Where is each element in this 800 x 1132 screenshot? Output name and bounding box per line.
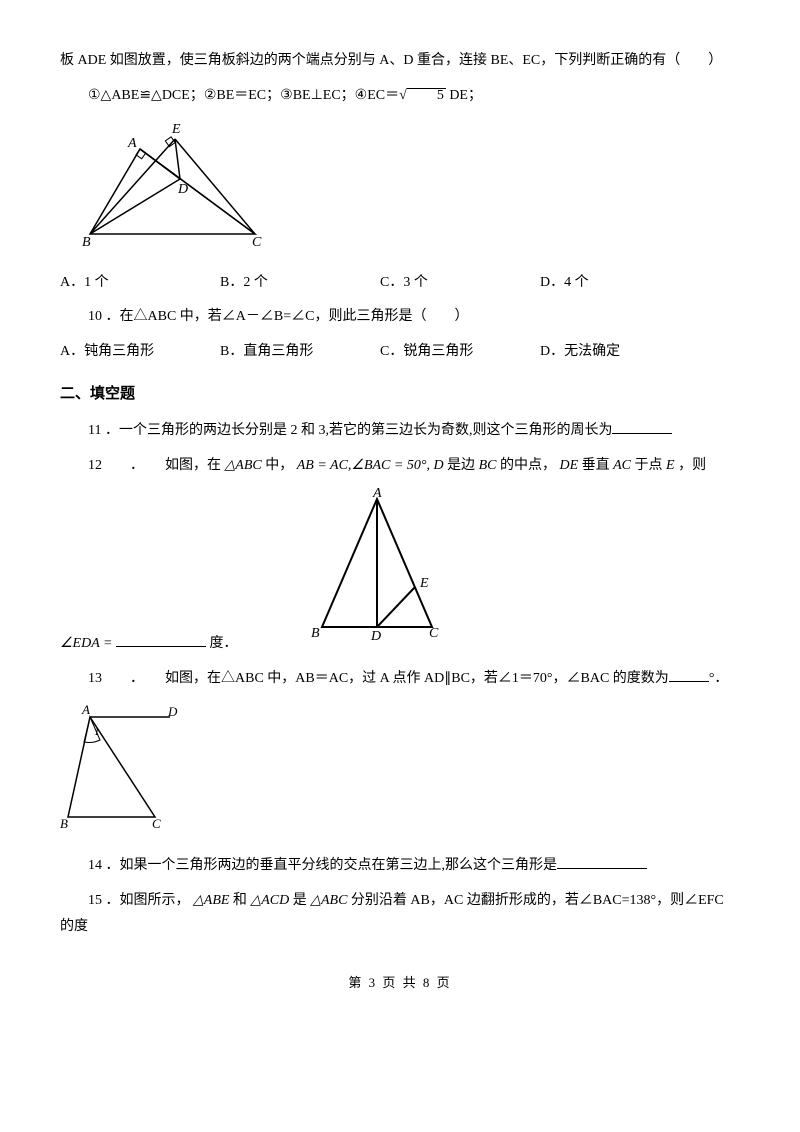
fig12-E: E: [419, 576, 429, 591]
q9-stmt-tail: DE；: [446, 88, 482, 103]
q14-text: 14 ．如果一个三角形两边的垂直平分线的交点在第三边上,那么这个三角形是: [88, 858, 557, 873]
q15-abe: △ABE: [193, 893, 229, 908]
q14: 14 ．如果一个三角形两边的垂直平分线的交点在第三边上,那么这个三角形是: [60, 853, 740, 880]
q9-lead: 板 ADE 如图放置，使三角板斜边的两个端点分别与 A、D 重合，连接 BE、E…: [60, 48, 740, 75]
q15-pre: 15 ．如图所示，: [88, 893, 190, 908]
fig9-label-B: B: [82, 235, 91, 249]
fig9-label-C: C: [252, 235, 262, 249]
q12-line1: 12 ． 如图，在 △ABC 中， AB = AC,∠BAC = 50°, D …: [60, 453, 740, 480]
q12-abc: △ABC: [225, 458, 262, 473]
q12-pre: 12 ． 如图，在: [88, 458, 221, 473]
q9-statements: ①△ABE≌△DCE；②BE＝EC；③BE⊥EC；④EC＝√5 DE；: [60, 83, 740, 110]
q10-text: 10 ．在△ABC 中，若∠A－∠B=∠C，则此三角形是（ ）: [60, 304, 740, 331]
fig12-A: A: [372, 487, 382, 501]
page-footer: 第 3 页 共 8 页: [60, 971, 740, 996]
q10-optB: B．直角三角形: [220, 339, 380, 366]
fig13-1: 1: [94, 726, 100, 738]
q12-eda: ∠EDA =: [60, 636, 112, 651]
fig12-B: B: [311, 626, 320, 641]
fig9-label-A: A: [127, 136, 137, 151]
fig13-D: D: [167, 704, 178, 719]
q12-blank: [116, 632, 206, 647]
q10-optC: C．锐角三角形: [380, 339, 540, 366]
q12-eda-wrap: ∠EDA = 度．: [60, 631, 237, 658]
q14-blank: [557, 854, 647, 869]
fig9-label-E: E: [171, 122, 181, 137]
q13-tail: °．: [709, 671, 729, 686]
q12-de: DE: [559, 458, 578, 473]
q9-optB: B．2 个: [220, 270, 380, 297]
q12-row: ∠EDA = 度． A B C D E: [60, 487, 740, 658]
q12-formula: AB = AC,∠BAC = 50°, D: [297, 458, 444, 473]
q13-figure: A D B C 1: [60, 702, 740, 843]
q13-text: 13 ． 如图，在△ABC 中，AB＝AC，过 A 点作 AD∥BC，若∠1＝7…: [88, 671, 669, 686]
q12-mid3: 的中点，: [500, 458, 556, 473]
q15-and: 和: [233, 893, 247, 908]
sqrt-5: 5: [407, 88, 446, 103]
q9-optC: C．3 个: [380, 270, 540, 297]
q9-stmt-text: ①△ABE≌△DCE；②BE＝EC；③BE⊥EC；④EC＝: [88, 88, 399, 103]
q9-optA: A．1 个: [60, 270, 220, 297]
q13-blank: [669, 667, 709, 682]
q11-blank: [612, 419, 672, 434]
fig12-D: D: [370, 629, 381, 644]
q15-is: 是: [293, 893, 307, 908]
q12-figure: A B C D E: [297, 487, 457, 658]
q12-e: E: [666, 458, 675, 473]
q12-mid5: 于点: [635, 458, 663, 473]
q12-mid2: 是边: [447, 458, 475, 473]
fig13-A: A: [81, 702, 90, 717]
q11-text: 11 ．一个三角形的两边长分别是 2 和 3,若它的第三边长为奇数,则这个三角形…: [88, 423, 612, 438]
q9-options: A．1 个 B．2 个 C．3 个 D．4 个: [60, 270, 740, 297]
q12-mid1: 中，: [265, 458, 293, 473]
fig9-label-D: D: [177, 182, 188, 197]
q12-ac: AC: [613, 458, 631, 473]
q12-mid6: ，则: [678, 458, 706, 473]
q10-optA: A．钝角三角形: [60, 339, 220, 366]
q15: 15 ．如图所示， △ABE 和 △ACD 是 △ABC 分别沿着 AB，AC …: [60, 888, 740, 941]
q9-optD: D．4 个: [540, 270, 700, 297]
q12-bc: BC: [479, 458, 497, 473]
fig13-C: C: [152, 816, 161, 831]
page-container: 板 ADE 如图放置，使三角板斜边的两个端点分别与 A、D 重合，连接 BE、E…: [0, 0, 800, 1026]
q10-optD: D．无法确定: [540, 339, 700, 366]
q13: 13 ． 如图，在△ABC 中，AB＝AC，过 A 点作 AD∥BC，若∠1＝7…: [60, 666, 740, 693]
q15-acd: △ACD: [250, 893, 289, 908]
q15-abc: △ABC: [310, 893, 347, 908]
q10-options: A．钝角三角形 B．直角三角形 C．锐角三角形 D．无法确定: [60, 339, 740, 366]
fig12-C: C: [429, 626, 439, 641]
section-2-title: 二、填空题: [60, 380, 740, 409]
q9-figure: A B C D E: [80, 119, 740, 260]
q12-mid4: 垂直: [582, 458, 610, 473]
q12-tail: 度．: [209, 636, 237, 651]
q11: 11 ．一个三角形的两边长分别是 2 和 3,若它的第三边长为奇数,则这个三角形…: [60, 418, 740, 445]
fig13-B: B: [60, 816, 68, 831]
